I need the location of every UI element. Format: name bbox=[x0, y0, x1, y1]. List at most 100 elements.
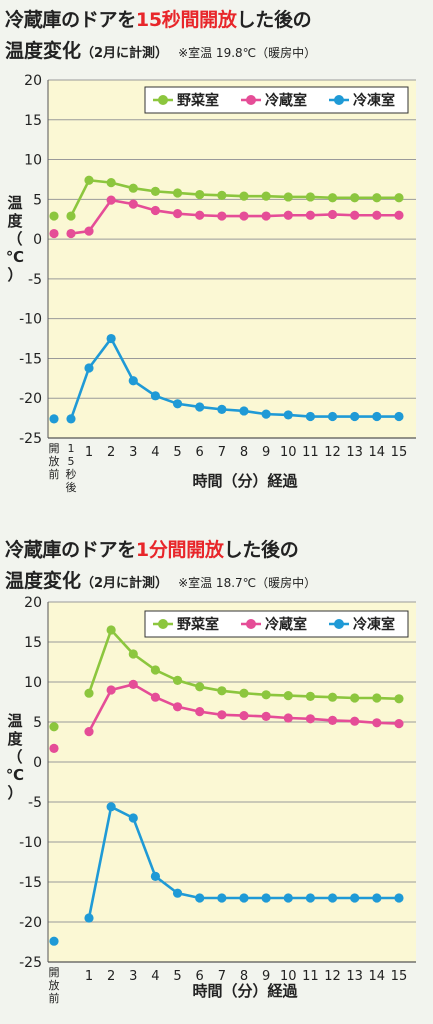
chart-subtitle-1min: 温度変化（2月に計測） ※室温 18.7℃（暖房中） bbox=[5, 566, 316, 593]
data-point-2 bbox=[172, 888, 183, 898]
data-point-0 bbox=[217, 686, 227, 696]
data-point-2 bbox=[66, 414, 76, 424]
data-point-0 bbox=[172, 675, 183, 685]
data-point-2 bbox=[49, 414, 59, 424]
data-point-0 bbox=[350, 193, 360, 203]
x-tick-label: 13 bbox=[346, 445, 363, 460]
data-point-2 bbox=[150, 871, 161, 881]
data-point-1 bbox=[239, 711, 249, 721]
data-point-2 bbox=[195, 893, 205, 903]
data-point-2 bbox=[49, 936, 59, 946]
data-point-1 bbox=[350, 716, 360, 726]
data-point-0 bbox=[195, 189, 205, 200]
data-point-2 bbox=[172, 399, 183, 409]
x-tick-label: 12 bbox=[324, 445, 341, 460]
data-point-2 bbox=[84, 363, 94, 373]
data-point-2 bbox=[217, 893, 227, 903]
data-point-0 bbox=[84, 688, 94, 698]
data-point-1 bbox=[128, 199, 138, 209]
data-point-2 bbox=[106, 333, 116, 344]
data-point-1 bbox=[217, 211, 227, 221]
data-point-2 bbox=[350, 893, 360, 903]
data-point-0 bbox=[283, 192, 293, 202]
x-tick-label: 2 bbox=[107, 445, 115, 460]
data-point-0 bbox=[172, 188, 183, 198]
data-point-1 bbox=[350, 210, 360, 220]
y-tick-label: -20 bbox=[19, 915, 42, 931]
data-point-0 bbox=[106, 178, 116, 188]
data-point-2 bbox=[261, 893, 271, 903]
data-point-0 bbox=[261, 191, 271, 201]
x-tick-label: 1 bbox=[85, 445, 93, 460]
room-temp-note: ※室温 19.8℃（暖房中） bbox=[178, 46, 317, 60]
data-point-0 bbox=[49, 722, 59, 732]
x-tick-label: 15 bbox=[391, 445, 408, 460]
x-tick-label: 2 bbox=[107, 969, 115, 984]
x-tick-label: 4 bbox=[151, 445, 159, 460]
y-tick-label: 10 bbox=[24, 675, 42, 691]
subtitle-main: 温度変化 bbox=[5, 40, 82, 62]
data-point-1 bbox=[84, 727, 94, 737]
x-tick-label: 15 bbox=[391, 969, 408, 984]
data-point-2 bbox=[283, 410, 293, 420]
data-point-0 bbox=[49, 211, 59, 221]
x-tick-label: 1 5 秒後 bbox=[66, 442, 77, 494]
data-point-0 bbox=[394, 694, 404, 704]
data-point-1 bbox=[283, 713, 293, 723]
data-point-2 bbox=[394, 411, 404, 422]
x-tick-label: 開放前 bbox=[49, 442, 60, 481]
data-point-1 bbox=[239, 211, 249, 221]
x-tick-label: 14 bbox=[369, 445, 386, 460]
title-pre: 冷蔵庫のドアを bbox=[5, 539, 136, 561]
data-point-2 bbox=[128, 813, 138, 823]
data-point-1 bbox=[106, 195, 116, 205]
y-tick-label: 15 bbox=[24, 635, 42, 651]
data-point-2 bbox=[372, 411, 382, 422]
data-point-0 bbox=[66, 211, 76, 221]
y-tick-label: -15 bbox=[19, 875, 42, 891]
y-tick-label: 0 bbox=[33, 232, 42, 248]
data-point-2 bbox=[305, 893, 315, 903]
y-tick-label: 10 bbox=[24, 153, 42, 169]
data-point-1 bbox=[84, 226, 94, 236]
x-tick-label: 開放前 bbox=[49, 966, 60, 1005]
x-tick-label: 6 bbox=[196, 445, 204, 460]
data-point-2 bbox=[150, 391, 161, 401]
data-point-1 bbox=[106, 685, 116, 695]
legend-label-0: 野菜室 bbox=[177, 616, 219, 633]
data-point-1 bbox=[49, 743, 59, 753]
x-tick-label: 9 bbox=[262, 445, 270, 460]
x-tick-label: 8 bbox=[240, 969, 248, 984]
room-temp-note: ※室温 18.7℃（暖房中） bbox=[178, 576, 317, 590]
title-post: した後の bbox=[236, 9, 312, 31]
data-point-0 bbox=[372, 193, 382, 203]
x-tick-label: 12 bbox=[324, 969, 341, 984]
data-point-0 bbox=[106, 625, 116, 635]
data-point-0 bbox=[150, 186, 161, 196]
y-tick-label: 0 bbox=[33, 755, 42, 771]
data-point-1 bbox=[66, 228, 76, 239]
chart-panel-15sec: 冷蔵庫のドアを15秒間開放した後の 温度変化（2月に計測） ※室温 19.8℃（暖… bbox=[5, 9, 416, 494]
series-line-0 bbox=[69, 178, 399, 217]
data-point-0 bbox=[261, 690, 271, 700]
data-point-0 bbox=[217, 190, 227, 200]
data-point-2 bbox=[217, 404, 227, 414]
series-line-1 bbox=[70, 198, 399, 235]
data-point-1 bbox=[305, 210, 315, 220]
legend-marker-1 bbox=[246, 619, 256, 629]
data-point-0 bbox=[128, 649, 138, 659]
x-tick-label: 8 bbox=[240, 445, 248, 460]
title-pre: 冷蔵庫のドアを bbox=[5, 9, 136, 31]
chart-panel-1min: 冷蔵庫のドアを1分間開放した後の 温度変化（2月に計測） ※室温 18.7℃（暖房… bbox=[0, 520, 433, 1024]
y-tick-label: 5 bbox=[33, 715, 42, 731]
y-tick-label: 20 bbox=[24, 596, 42, 611]
y-tick-label: -10 bbox=[19, 835, 42, 851]
data-point-2 bbox=[327, 893, 338, 903]
chart-title-1min: 冷蔵庫のドアを1分間開放した後の bbox=[5, 538, 299, 562]
legend-marker-2 bbox=[334, 95, 344, 105]
data-point-2 bbox=[106, 802, 116, 812]
legend-label-1: 冷蔵室 bbox=[265, 616, 307, 633]
subtitle-main: 温度変化 bbox=[5, 570, 82, 592]
